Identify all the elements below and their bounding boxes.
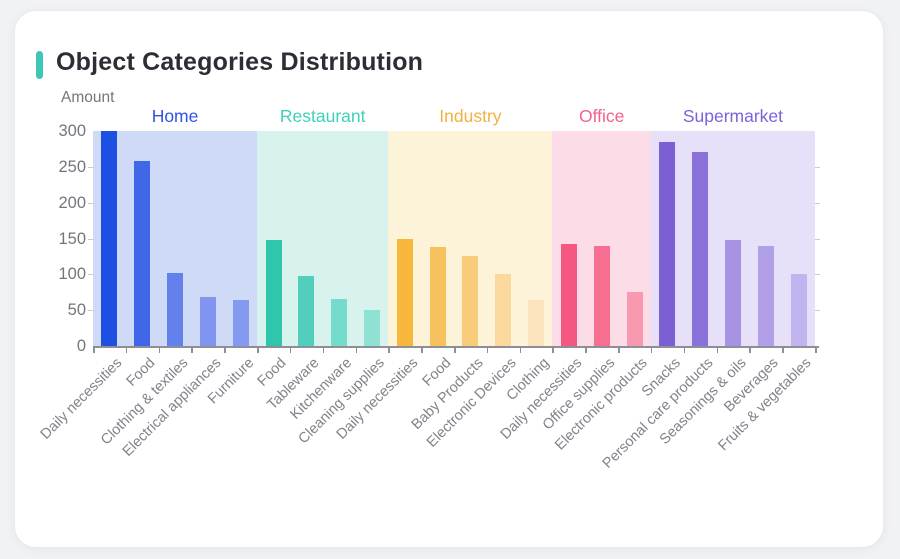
x-axis-tick-mark (782, 346, 784, 353)
x-axis-tick-mark (716, 346, 719, 353)
y-axis-tick-mark-right (815, 238, 820, 240)
x-axis-tick-mark (552, 346, 554, 353)
bar-home-food[interactable] (134, 161, 151, 346)
bar-industry-food[interactable] (429, 247, 446, 346)
bar-industry-electronic-devices[interactable] (495, 274, 512, 346)
bar-office-office-supplies[interactable] (593, 246, 610, 346)
x-axis-tick-mark (519, 346, 522, 353)
y-axis-tick-label: 50 (67, 301, 86, 320)
x-axis-tick-mark (191, 346, 193, 353)
y-axis-tick-mark (88, 274, 93, 276)
bar-restaurant-cleaning-supplies[interactable] (363, 310, 380, 346)
y-axis-tick-mark-right (815, 310, 820, 312)
group-label-office: Office (578, 106, 625, 126)
x-axis-tick-mark (355, 346, 358, 353)
x-axis-tick-mark (683, 346, 686, 353)
x-axis-tick-mark (93, 346, 95, 353)
x-axis-tick-mark (618, 346, 620, 353)
bar-supermarket-snacks[interactable] (659, 141, 676, 346)
y-axis-tick-label: 250 (58, 157, 86, 176)
x-axis-tick-mark (125, 346, 128, 353)
bar-industry-clothing[interactable] (528, 300, 545, 346)
group-label-restaurant: Restaurant (279, 106, 366, 126)
x-axis-tick-mark (257, 346, 259, 353)
bar-office-electronic-products[interactable] (626, 292, 643, 346)
x-axis-tick-mark (224, 346, 226, 353)
bar-home-daily-necessities[interactable] (101, 131, 118, 346)
bar-home-electrical-appliances[interactable] (199, 296, 216, 346)
y-axis-tick-label: 150 (58, 229, 86, 248)
x-axis-tick-mark (749, 346, 751, 353)
page-title: Object Categories Distribution (56, 48, 424, 76)
y-axis-tick-mark (88, 310, 93, 312)
x-axis-line (93, 346, 819, 348)
x-axis-tick-mark (815, 346, 817, 353)
bar-restaurant-tableware[interactable] (298, 276, 315, 346)
y-axis-tick-mark (88, 202, 93, 204)
x-axis-tick-mark (454, 346, 456, 353)
y-axis-tick-label: 0 (76, 337, 86, 355)
y-axis-tick-mark-right (815, 274, 820, 276)
bar-home-clothing-textiles[interactable] (167, 272, 184, 346)
y-axis-tick-mark (88, 238, 93, 240)
bar-industry-daily-necessities[interactable] (396, 238, 413, 346)
y-axis-tick-mark-right (815, 202, 820, 204)
y-axis-tick-label: 300 (58, 122, 86, 140)
bar-supermarket-beverages[interactable] (757, 245, 774, 346)
y-axis-tick-label: 200 (58, 193, 86, 212)
x-axis-tick-mark (421, 346, 423, 353)
x-axis-tick-mark (486, 346, 489, 353)
bar-restaurant-food[interactable] (265, 239, 282, 346)
group-label-industry: Industry (439, 106, 502, 126)
x-axis-tick-mark (289, 346, 292, 353)
group-label-home: Home (151, 106, 199, 126)
x-axis-tick-mark (585, 346, 587, 353)
group-label-supermarket: Supermarket (682, 106, 784, 126)
x-axis-tick-mark (322, 346, 325, 353)
y-axis-tick-mark-right (815, 166, 820, 168)
x-axis-tick-mark (388, 346, 390, 353)
x-axis-tick-mark (650, 346, 653, 353)
x-axis-tick-mark (158, 346, 161, 353)
title-accent-bar (36, 51, 43, 79)
bar-home-furniture[interactable] (232, 300, 249, 346)
bar-office-daily-necessities[interactable] (560, 244, 577, 346)
y-axis-tick-label: 100 (58, 265, 86, 284)
bar-restaurant-kitchenware[interactable] (331, 299, 348, 346)
bar-supermarket-seasonings-oils[interactable] (724, 239, 741, 346)
bar-supermarket-fruits-vegetables[interactable] (790, 273, 807, 346)
bar-industry-baby-products[interactable] (462, 255, 479, 346)
y-axis-name: Amount (61, 89, 115, 106)
bar-supermarket-personal-care-products[interactable] (692, 151, 709, 346)
y-axis-tick-mark (88, 166, 93, 168)
